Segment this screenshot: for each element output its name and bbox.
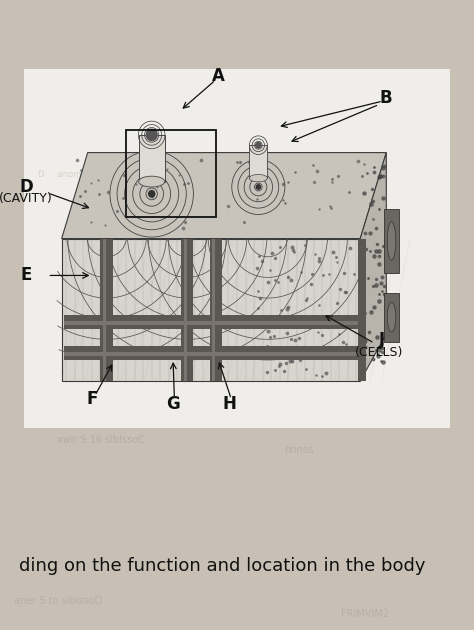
Text: (CELLS): (CELLS) bbox=[355, 346, 403, 359]
Text: xwlr S 16 slblssoC: xwlr S 16 slblssoC bbox=[57, 435, 145, 445]
Bar bbox=[210, 239, 222, 381]
Ellipse shape bbox=[387, 222, 396, 260]
Text: D: D bbox=[19, 178, 33, 196]
Circle shape bbox=[146, 129, 158, 141]
Text: sumol: sumol bbox=[341, 170, 367, 179]
Text: H: H bbox=[223, 395, 237, 413]
Text: D     anoms1: D anoms1 bbox=[38, 170, 91, 179]
Bar bbox=[100, 239, 113, 381]
Ellipse shape bbox=[138, 176, 165, 187]
Bar bbox=[384, 292, 399, 341]
Polygon shape bbox=[62, 152, 386, 239]
Circle shape bbox=[148, 190, 155, 198]
Bar bbox=[249, 146, 267, 178]
Text: F: F bbox=[87, 390, 98, 408]
Text: (CAVITY): (CAVITY) bbox=[0, 192, 53, 205]
Ellipse shape bbox=[249, 175, 267, 182]
Bar bbox=[126, 130, 216, 217]
Text: A: A bbox=[211, 67, 225, 86]
Bar bbox=[212, 239, 215, 381]
Polygon shape bbox=[360, 152, 386, 381]
Text: hnnos: hnnos bbox=[284, 445, 314, 455]
Text: J: J bbox=[379, 331, 384, 349]
Bar bbox=[64, 321, 358, 324]
Bar bbox=[64, 352, 358, 355]
Bar bbox=[384, 209, 399, 273]
Bar bbox=[358, 239, 366, 381]
Text: G: G bbox=[166, 395, 180, 413]
Bar bbox=[62, 239, 360, 381]
Bar bbox=[64, 346, 358, 360]
Bar bbox=[138, 135, 164, 181]
Bar bbox=[181, 239, 193, 381]
Circle shape bbox=[255, 184, 261, 190]
Bar bbox=[103, 239, 106, 381]
Bar bbox=[184, 239, 187, 381]
Circle shape bbox=[255, 142, 262, 149]
Text: E: E bbox=[20, 266, 32, 284]
Ellipse shape bbox=[387, 302, 396, 332]
Text: ding on the function and location in the body: ding on the function and location in the… bbox=[19, 556, 426, 575]
Bar bbox=[64, 315, 358, 329]
Text: aner S to slblssoD: aner S to slblssoD bbox=[14, 596, 102, 606]
Bar bbox=[24, 69, 450, 428]
Text: FRIMVIM2: FRIMVIM2 bbox=[341, 609, 390, 619]
Text: B: B bbox=[380, 89, 392, 106]
